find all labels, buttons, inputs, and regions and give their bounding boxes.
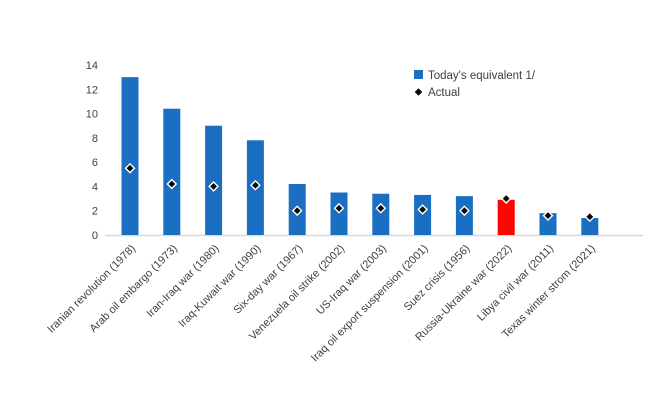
x-axis-label-6: US-Iraq war (2003) [314, 243, 389, 318]
bar-0 [121, 77, 139, 236]
actual-marker-1 [166, 178, 178, 190]
y-axis-tick-label: 14 [86, 60, 98, 72]
y-axis-tick-label: 8 [92, 133, 98, 145]
actual-marker-5 [333, 202, 345, 214]
bar-7 [414, 194, 432, 235]
bar-6 [372, 193, 390, 235]
actual-marker-8 [459, 205, 470, 217]
actual-marker-10 [542, 210, 554, 221]
actual-marker-7 [417, 204, 428, 215]
y-axis-tick-label: 4 [92, 181, 98, 193]
x-axis-label-10: Libya civil war (2011) [475, 243, 556, 324]
y-axis-tick-label: 0 [92, 230, 98, 242]
bar-1 [163, 108, 181, 235]
y-axis-tick-label: 2 [92, 206, 98, 218]
legend-label: Today's equivalent 1/ [428, 70, 536, 82]
bar-5 [330, 192, 348, 235]
actual-marker-2 [208, 181, 219, 192]
actual-marker-4 [291, 205, 303, 217]
legend-label: Actual [428, 87, 460, 99]
x-axis-label-2: Iran-Iraq war (1980) [144, 243, 221, 320]
bar-10 [539, 213, 557, 235]
bar-11 [581, 218, 599, 235]
legend-diamond-swatch [414, 88, 423, 96]
bar-9 [497, 199, 515, 235]
actual-marker-3 [250, 179, 261, 191]
actual-marker-9 [500, 193, 512, 204]
actual-marker-6 [375, 202, 387, 214]
actual-marker-0 [124, 162, 136, 174]
x-axis-label-3: Iraq-Kuwait war (1990) [176, 243, 263, 330]
y-axis-tick-label: 12 [86, 84, 98, 96]
bar-2 [205, 125, 223, 235]
y-axis-tick-label: 6 [92, 157, 98, 169]
y-axis-tick-label: 10 [86, 109, 98, 121]
actual-marker-11 [584, 211, 596, 223]
legend-square-swatch [414, 70, 423, 79]
